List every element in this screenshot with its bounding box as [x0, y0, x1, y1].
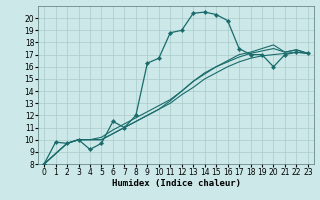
X-axis label: Humidex (Indice chaleur): Humidex (Indice chaleur) [111, 179, 241, 188]
